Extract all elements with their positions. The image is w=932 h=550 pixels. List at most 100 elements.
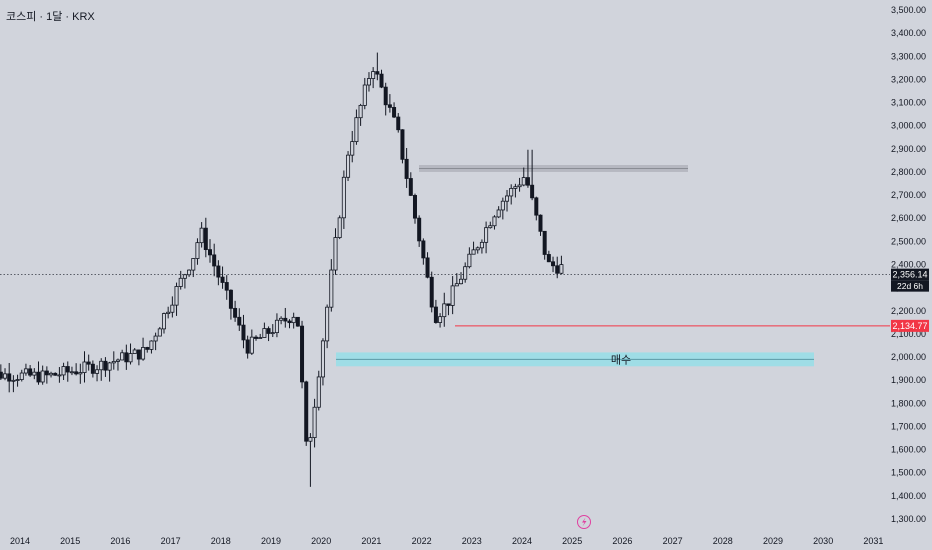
- annotation-zones: 매수: [336, 165, 890, 366]
- candle-body: [212, 254, 217, 267]
- y-tick-label: 2,700.00: [891, 190, 926, 200]
- candle-body: [425, 257, 430, 278]
- candle-body: [525, 177, 530, 186]
- candle-body: [28, 368, 33, 376]
- candle-body: [11, 379, 16, 382]
- candle-body: [40, 370, 45, 383]
- candle-body: [392, 107, 397, 118]
- candle-body: [132, 349, 137, 354]
- candle-body: [542, 230, 547, 255]
- candle-body: [555, 265, 560, 274]
- candle-body: [467, 253, 472, 268]
- candle-body: [446, 303, 451, 306]
- candle-body: [182, 274, 187, 279]
- candle-body: [174, 286, 179, 306]
- candle-body: [266, 328, 271, 334]
- candle-body: [216, 265, 221, 278]
- x-tick-label: 2026: [612, 536, 632, 546]
- candle-body: [145, 347, 150, 350]
- candle-body: [241, 324, 246, 341]
- candle-body: [141, 347, 146, 360]
- candle-body: [120, 352, 125, 361]
- candle-body: [283, 317, 288, 322]
- candle-body: [475, 247, 480, 251]
- candle-body: [488, 225, 493, 229]
- candle-body: [300, 325, 305, 383]
- candle-body: [274, 319, 279, 334]
- candle-body: [534, 197, 539, 216]
- candle-body: [559, 264, 564, 274]
- candle-body: [228, 289, 233, 309]
- countdown-text: 22d 6h: [897, 281, 923, 291]
- x-tick-label: 2031: [863, 536, 883, 546]
- candle-body: [530, 184, 535, 199]
- y-tick-label: 1,700.00: [891, 421, 926, 431]
- candle-body: [99, 360, 104, 371]
- candle-body: [136, 349, 141, 360]
- candle-body: [199, 227, 204, 244]
- candle-body: [287, 320, 292, 324]
- candle-body: [115, 359, 120, 362]
- candle-body: [95, 369, 100, 374]
- candle-body: [170, 304, 175, 313]
- candle-body: [161, 313, 166, 330]
- candle-body: [224, 282, 229, 291]
- candle-body: [341, 176, 346, 219]
- candle-body: [78, 372, 83, 375]
- candle-body: [203, 227, 208, 251]
- candle-body: [149, 340, 154, 350]
- y-tick-label: 3,200.00: [891, 74, 926, 84]
- flash-icon[interactable]: [577, 515, 591, 529]
- candle-body: [258, 337, 263, 339]
- candle-body: [387, 104, 392, 108]
- y-tick-label: 2,900.00: [891, 144, 926, 154]
- candle-body: [245, 339, 250, 354]
- candle-body: [421, 240, 426, 259]
- candle-body: [3, 373, 8, 379]
- candle-body: [295, 316, 300, 327]
- candle-body: [279, 317, 284, 321]
- time-axis: 2014 2015 2016 2017 2018 2019 2020 2021 2022 2023…: [10, 536, 883, 546]
- y-tick-label: 1,400.00: [891, 491, 926, 501]
- y-tick-label: 3,300.00: [891, 51, 926, 61]
- countdown-tag: [891, 280, 929, 292]
- x-tick-label: 2020: [311, 536, 331, 546]
- y-tick-label: 3,100.00: [891, 98, 926, 108]
- candle-body: [438, 316, 443, 323]
- candle-body: [538, 214, 543, 232]
- candle-body: [463, 266, 468, 280]
- current-price-tag: [891, 268, 929, 281]
- x-tick-label: 2029: [763, 536, 783, 546]
- y-tick-label: 2,800.00: [891, 167, 926, 177]
- y-tick-label: 1,300.00: [891, 514, 926, 524]
- candle-body: [187, 269, 192, 276]
- current-price-tag-text: 2,356.14: [892, 270, 927, 280]
- candle-body: [500, 200, 505, 211]
- candle-body: [65, 366, 70, 373]
- y-tick-label: 2,000.00: [891, 352, 926, 362]
- candle-body: [479, 241, 484, 249]
- candle-body: [15, 379, 20, 381]
- candle-body: [157, 328, 162, 337]
- candle-body: [262, 328, 267, 338]
- candle-body: [86, 361, 91, 365]
- candle-body: [337, 217, 342, 238]
- candle-body: [484, 227, 489, 243]
- y-tick-label: 3,500.00: [891, 5, 926, 15]
- candle-body: [124, 352, 129, 363]
- y-tick-label: 3,000.00: [891, 121, 926, 131]
- candle-body: [371, 71, 376, 79]
- candle-body: [128, 353, 133, 363]
- candle-body: [270, 332, 275, 335]
- candle-body: [308, 437, 313, 442]
- candle-body: [404, 158, 409, 179]
- x-tick-label: 2015: [60, 536, 80, 546]
- candle-body: [354, 117, 359, 143]
- x-tick-label: 2021: [361, 536, 381, 546]
- candle-body: [329, 269, 334, 308]
- candle-body: [304, 381, 309, 442]
- candle-body: [237, 316, 242, 326]
- candle-body: [509, 188, 514, 197]
- x-tick-label: 2014: [10, 536, 30, 546]
